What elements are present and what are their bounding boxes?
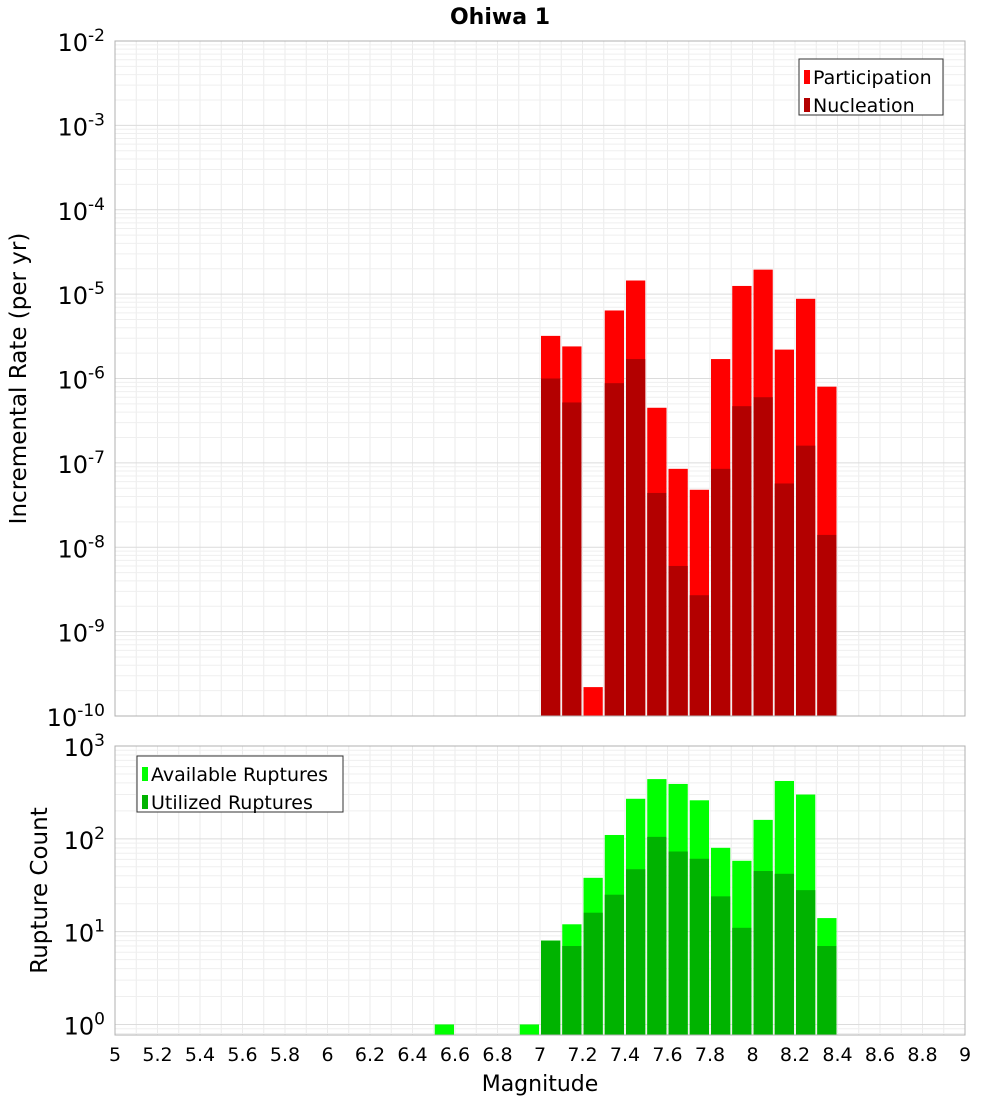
bar	[796, 890, 816, 1035]
legend: Participation Nucleation	[798, 58, 944, 117]
y-tick-label: 10-9	[58, 617, 106, 648]
y-tick-label: 10-7	[58, 448, 106, 479]
x-tick-label: 8.6	[865, 1044, 895, 1066]
bar	[668, 565, 688, 716]
bar	[689, 858, 709, 1035]
bar	[753, 871, 773, 1035]
bar	[647, 492, 667, 716]
chart-title: Ohiwa 1	[450, 5, 550, 30]
x-tick-label: 7.4	[610, 1044, 640, 1066]
bar	[668, 851, 688, 1035]
legend-swatch	[142, 795, 148, 809]
bar	[519, 1024, 539, 1035]
y-axis-label: Rupture Count	[27, 807, 53, 973]
bar	[604, 383, 624, 716]
legend-swatch	[142, 767, 148, 781]
y-tick-label: 10-8	[58, 532, 106, 563]
y-tick-label: 10-4	[58, 195, 106, 226]
x-tick-label: 5.8	[270, 1044, 300, 1066]
x-tick-label: 8	[746, 1044, 758, 1066]
x-tick-label: 8.8	[907, 1044, 937, 1066]
bar	[817, 534, 837, 716]
bar	[774, 873, 794, 1035]
x-tick-label: 5.6	[227, 1044, 257, 1066]
bar	[604, 894, 624, 1035]
legend: Available Ruptures Utilized Ruptures	[136, 755, 344, 814]
x-tick-label: 6	[321, 1044, 333, 1066]
y-tick-label: 10-5	[58, 279, 106, 310]
x-tick-label: 6.6	[440, 1044, 470, 1066]
y-tick-label: 101	[64, 917, 105, 948]
legend-label: Participation	[813, 67, 932, 89]
x-tick-label: 6.8	[482, 1044, 512, 1066]
x-tick-label: 6.4	[397, 1044, 427, 1066]
x-tick-label: 5	[109, 1044, 121, 1066]
y-tick-label: 102	[64, 824, 105, 855]
plot-frame	[114, 40, 966, 717]
x-tick-label: 8.2	[780, 1044, 810, 1066]
x-tick-label: 7.8	[695, 1044, 725, 1066]
x-tick-label: 7.2	[567, 1044, 597, 1066]
plot-frame	[114, 745, 966, 1036]
x-tick-label: 8.4	[822, 1044, 852, 1066]
legend-swatch	[804, 70, 810, 84]
bar	[774, 483, 794, 716]
series-nucleation	[541, 359, 837, 716]
bar	[541, 940, 561, 1035]
y-axis-label: Incremental Rate (per yr)	[6, 233, 32, 525]
bar	[732, 406, 752, 716]
bar	[711, 468, 731, 716]
bar	[689, 595, 709, 716]
y-tick-label: 100	[64, 1009, 105, 1040]
x-tick-label: 5.4	[185, 1044, 215, 1066]
bar	[753, 397, 773, 716]
legend-label: Available Ruptures	[151, 764, 328, 786]
bar	[796, 445, 816, 716]
bar	[434, 1024, 454, 1035]
x-axis: 5 5.2 5.4 5.6 5.8 6 6.2 6.4 6.6 6.8 7 7.2 7.4 7.6 7.8 8…	[109, 1044, 971, 1066]
y-tick-label: 10-3	[58, 110, 106, 141]
bar	[626, 359, 646, 716]
series-utilized-ruptures	[541, 836, 837, 1035]
y-tick-label: 103	[64, 731, 105, 762]
bar	[562, 946, 582, 1035]
y-tick-label: 10-2	[58, 26, 106, 57]
legend-box	[136, 755, 344, 813]
top-panel: 10-10 10-9 10-8 10-7 10-6 10-5 10-4 10-3 10-2 Inc…	[6, 26, 966, 732]
x-tick-label: 5.2	[142, 1044, 172, 1066]
bar	[732, 927, 752, 1035]
grid	[114, 40, 966, 717]
bar	[583, 687, 603, 716]
x-tick-label: 9	[959, 1044, 971, 1066]
x-tick-label: 7.6	[652, 1044, 682, 1066]
bar	[647, 836, 667, 1035]
x-axis-label: Magnitude	[482, 1072, 599, 1097]
x-tick-label: 7	[534, 1044, 546, 1066]
legend-label: Utilized Ruptures	[151, 792, 313, 814]
bar	[711, 896, 731, 1035]
bar	[583, 912, 603, 1035]
bar	[626, 869, 646, 1035]
bar	[817, 946, 837, 1035]
y-tick-label: 10-10	[47, 701, 105, 732]
bar	[541, 378, 561, 716]
bottom-panel: 100 101 102 103 Rupture Count Available Ruptu…	[27, 731, 966, 1040]
x-tick-label: 6.2	[355, 1044, 385, 1066]
y-tick-label: 10-6	[58, 364, 106, 395]
legend-box	[798, 58, 944, 116]
bar	[562, 402, 582, 716]
legend-swatch	[804, 98, 810, 112]
legend-label: Nucleation	[813, 95, 915, 117]
